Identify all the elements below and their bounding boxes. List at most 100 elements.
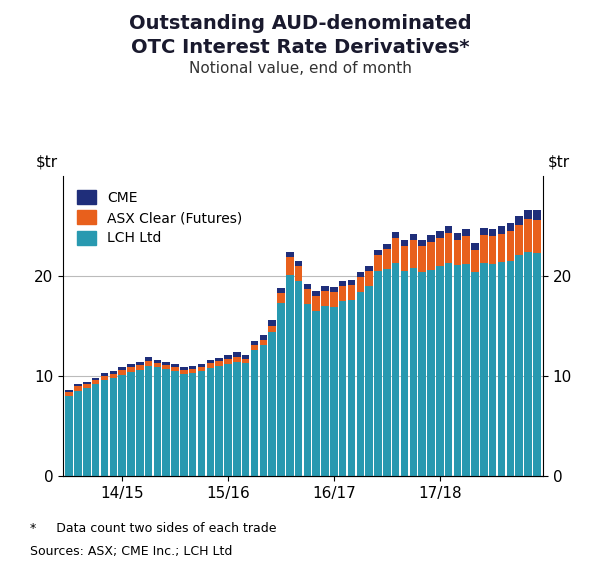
Bar [374, 250, 382, 255]
Bar [322, 291, 329, 306]
Bar [127, 372, 134, 476]
Bar [498, 262, 505, 476]
Bar [295, 281, 302, 476]
Bar [92, 378, 100, 380]
Bar [339, 301, 346, 476]
Bar [445, 233, 452, 263]
Bar [410, 240, 417, 268]
Bar [322, 306, 329, 476]
Bar [172, 364, 179, 367]
Bar [145, 361, 152, 366]
Bar [83, 382, 91, 384]
Bar [154, 367, 161, 476]
Bar [454, 265, 461, 476]
Bar [454, 233, 461, 240]
Bar [172, 371, 179, 476]
Bar [163, 362, 170, 365]
Bar [506, 223, 514, 231]
Bar [233, 352, 241, 357]
Bar [215, 366, 223, 476]
Bar [268, 332, 276, 476]
Bar [277, 293, 284, 303]
Bar [286, 257, 293, 275]
Bar [136, 365, 143, 370]
Bar [383, 269, 391, 476]
Bar [154, 363, 161, 367]
Bar [339, 281, 346, 286]
Text: $tr: $tr [548, 155, 570, 170]
Bar [445, 263, 452, 476]
Bar [498, 234, 505, 262]
Bar [524, 219, 532, 252]
Bar [356, 277, 364, 292]
Bar [383, 249, 391, 269]
Text: Outstanding AUD-denominated: Outstanding AUD-denominated [128, 14, 472, 33]
Bar [436, 231, 443, 238]
Bar [92, 384, 100, 476]
Bar [110, 378, 117, 476]
Bar [356, 272, 364, 277]
Bar [74, 386, 82, 391]
Bar [313, 291, 320, 296]
Bar [154, 360, 161, 363]
Bar [118, 370, 126, 375]
Bar [472, 272, 479, 476]
Bar [233, 357, 241, 362]
Bar [524, 252, 532, 476]
Bar [118, 375, 126, 476]
Bar [472, 243, 479, 250]
Bar [392, 232, 400, 238]
Bar [242, 355, 250, 359]
Bar [410, 268, 417, 476]
Bar [533, 210, 541, 220]
Bar [489, 229, 496, 236]
Bar [286, 252, 293, 257]
Bar [427, 235, 434, 242]
Bar [118, 367, 126, 370]
Bar [189, 369, 196, 373]
Bar [65, 390, 73, 392]
Bar [251, 345, 258, 350]
Bar [365, 286, 373, 476]
Text: Notional value, end of month: Notional value, end of month [188, 61, 412, 76]
Bar [286, 275, 293, 476]
Bar [277, 303, 284, 476]
Bar [463, 264, 470, 476]
Bar [136, 370, 143, 476]
Bar [145, 366, 152, 476]
Bar [365, 266, 373, 271]
Bar [277, 288, 284, 293]
Bar [101, 373, 108, 376]
Bar [163, 365, 170, 369]
Bar [472, 250, 479, 272]
Bar [348, 285, 355, 300]
Bar [392, 263, 400, 476]
Bar [74, 384, 82, 386]
Bar [198, 371, 205, 476]
Bar [454, 240, 461, 265]
Bar [533, 253, 541, 476]
Bar [65, 392, 73, 396]
Bar [206, 360, 214, 363]
Bar [365, 271, 373, 286]
Bar [463, 236, 470, 264]
Bar [313, 296, 320, 311]
Bar [339, 286, 346, 301]
Bar [313, 311, 320, 476]
Bar [101, 376, 108, 380]
Bar [418, 240, 426, 246]
Bar [524, 210, 532, 219]
Bar [295, 266, 302, 281]
Bar [330, 292, 338, 307]
Bar [83, 388, 91, 476]
Bar [110, 374, 117, 378]
Bar [322, 286, 329, 291]
Bar [180, 374, 188, 476]
Bar [83, 384, 91, 388]
Bar [374, 271, 382, 476]
Bar [101, 380, 108, 476]
Bar [172, 367, 179, 371]
Bar [356, 292, 364, 476]
Bar [163, 369, 170, 476]
Bar [127, 364, 134, 367]
